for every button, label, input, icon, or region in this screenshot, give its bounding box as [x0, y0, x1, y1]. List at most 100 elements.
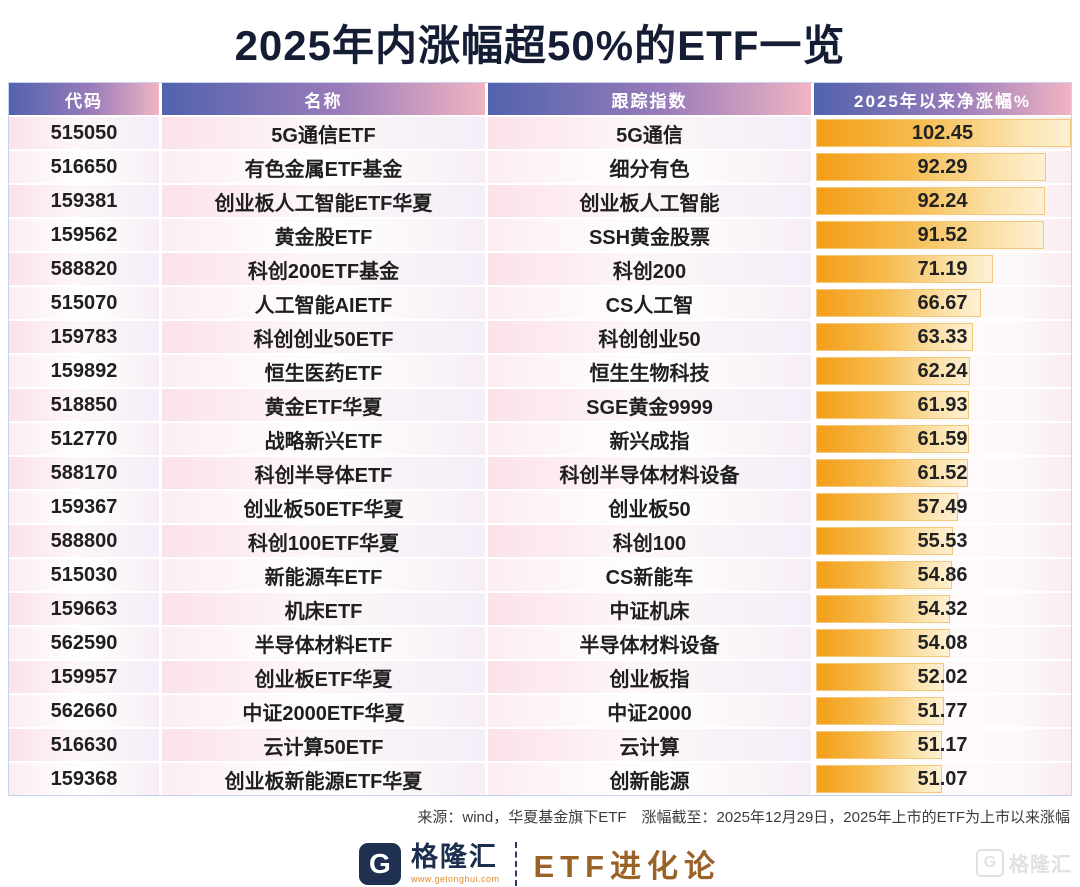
gain-cell: 92.29: [814, 151, 1071, 183]
tracking-index-cell: 中证机床: [488, 593, 811, 625]
gain-value: 52.02: [917, 665, 968, 688]
etf-code-cell: 516630: [9, 729, 159, 761]
table-row: 588170 科创半导体ETF 科创半导体材料设备 61.52: [9, 457, 1071, 489]
brand-text-block: 格隆汇 www.gelonghui.com: [410, 841, 500, 884]
tracking-index-cell: SSH黄金股票: [488, 219, 811, 251]
gain-value: 51.07: [917, 767, 968, 790]
etf-name-cell: 创业板新能源ETF华夏: [162, 763, 485, 795]
divider: [515, 841, 518, 886]
gain-value: 63.33: [917, 325, 968, 348]
etf-name-cell: 科创创业50ETF: [162, 321, 485, 353]
etf-name-cell: 机床ETF: [162, 593, 485, 625]
gain-cell: 63.33: [814, 321, 1071, 353]
gain-bar: [816, 425, 969, 453]
table-row: 515070 人工智能AIETF CS人工智 66.67: [9, 287, 1071, 319]
gain-bar: [816, 629, 950, 657]
tracking-index-cell: 新兴成指: [488, 423, 811, 455]
gain-cell: 91.52: [814, 219, 1071, 251]
tracking-index-cell: CS新能车: [488, 559, 811, 591]
etf-name-cell: 新能源车ETF: [162, 559, 485, 591]
etf-code-cell: 562590: [9, 627, 159, 659]
header-code: 代码: [9, 83, 159, 115]
gain-cell: 54.86: [814, 559, 1071, 591]
gain-bar: [816, 255, 993, 283]
table-row: 588820 科创200ETF基金 科创200 71.19: [9, 253, 1071, 285]
tracking-index-cell: 恒生生物科技: [488, 355, 811, 387]
etf-name-cell: 黄金ETF华夏: [162, 389, 485, 421]
tracking-index-cell: 细分有色: [488, 151, 811, 183]
gain-value: 61.52: [917, 461, 968, 484]
gain-bar: [816, 765, 943, 793]
gain-cell: 71.19: [814, 253, 1071, 285]
gain-cell: 54.08: [814, 627, 1071, 659]
gain-value: 51.77: [917, 699, 968, 722]
etf-name-cell: 创业板50ETF华夏: [162, 491, 485, 523]
table-row: 512770 战略新兴ETF 新兴成指 61.59: [9, 423, 1071, 455]
header-tracking-index: 跟踪指数: [488, 83, 811, 115]
etf-code-cell: 159663: [9, 593, 159, 625]
table-row: 159663 机床ETF 中证机床 54.32: [9, 593, 1071, 625]
gain-bar: [816, 595, 951, 623]
tracking-index-cell: 创新能源: [488, 763, 811, 795]
tracking-index-cell: 中证2000: [488, 695, 811, 727]
gain-value: 55.53: [917, 529, 968, 552]
brand-url: www.gelonghui.com: [410, 873, 500, 884]
etf-name-cell: 5G通信ETF: [162, 117, 485, 149]
gain-bar: [816, 493, 959, 521]
tracking-index-cell: 创业板50: [488, 491, 811, 523]
tracking-index-cell: 创业板指: [488, 661, 811, 693]
page-title: 2025年内涨幅超50%的ETF一览: [234, 22, 846, 69]
table-row: 515050 5G通信ETF 5G通信 102.45: [9, 117, 1071, 149]
tracking-index-cell: CS人工智: [488, 287, 811, 319]
gain-value: 62.24: [917, 359, 968, 382]
etf-code-cell: 516650: [9, 151, 159, 183]
etf-code-cell: 159957: [9, 661, 159, 693]
watermark-text: 格隆汇: [1009, 854, 1072, 876]
brand-name: 格隆汇: [410, 841, 498, 872]
etf-code-cell: 512770: [9, 423, 159, 455]
etf-name-cell: 科创200ETF基金: [162, 253, 485, 285]
table-row: 588800 科创100ETF华夏 科创100 55.53: [9, 525, 1071, 557]
etf-code-cell: 515070: [9, 287, 159, 319]
gain-value: 92.24: [917, 189, 968, 212]
gain-bar: [816, 187, 1046, 215]
table-body: 515050 5G通信ETF 5G通信 102.45 516650 有色金属ETF基金 细分…: [9, 117, 1071, 795]
gain-value: 92.29: [917, 155, 968, 178]
watermark: G 格隆汇: [976, 848, 1072, 877]
gain-bar: [816, 391, 970, 419]
brand-footer: G 格隆汇 www.gelonghui.com ETF进化论: [0, 841, 1080, 886]
gain-cell: 66.67: [814, 287, 1071, 319]
tracking-index-cell: 云计算: [488, 729, 811, 761]
etf-name-cell: 创业板ETF华夏: [162, 661, 485, 693]
gain-value: 54.86: [917, 563, 968, 586]
tracking-index-cell: SGE黄金9999: [488, 389, 811, 421]
tracking-index-cell: 科创200: [488, 253, 811, 285]
gain-value: 57.49: [917, 495, 968, 518]
gain-bar: [816, 459, 969, 487]
table-row: 159957 创业板ETF华夏 创业板指 52.02: [9, 661, 1071, 693]
tracking-index-cell: 5G通信: [488, 117, 811, 149]
etf-code-cell: 588800: [9, 525, 159, 557]
etf-code-cell: 159562: [9, 219, 159, 251]
etf-code-cell: 562660: [9, 695, 159, 727]
etf-name-cell: 中证2000ETF华夏: [162, 695, 485, 727]
table-row: 159892 恒生医药ETF 恒生生物科技 62.24: [9, 355, 1071, 387]
table-row: 159367 创业板50ETF华夏 创业板50 57.49: [9, 491, 1071, 523]
gain-bar: [816, 323, 973, 351]
table-row: 562590 半导体材料ETF 半导体材料设备 54.08: [9, 627, 1071, 659]
etf-code-cell: 159892: [9, 355, 159, 387]
etf-code-cell: 518850: [9, 389, 159, 421]
etf-code-cell: 159381: [9, 185, 159, 217]
gain-bar: [816, 289, 982, 317]
table-row: 515030 新能源车ETF CS新能车 54.86: [9, 559, 1071, 591]
table-row: 516630 云计算50ETF 云计算 51.17: [9, 729, 1071, 761]
etf-code-cell: 515030: [9, 559, 159, 591]
series-name: ETF进化论: [533, 849, 722, 884]
etf-code-cell: 588820: [9, 253, 159, 285]
table-row: 159783 科创创业50ETF 科创创业50 63.33: [9, 321, 1071, 353]
tracking-index-cell: 科创创业50: [488, 321, 811, 353]
gain-cell: 51.07: [814, 763, 1071, 795]
gain-cell: 61.93: [814, 389, 1071, 421]
table-row: 562660 中证2000ETF华夏 中证2000 51.77: [9, 695, 1071, 727]
gain-cell: 54.32: [814, 593, 1071, 625]
